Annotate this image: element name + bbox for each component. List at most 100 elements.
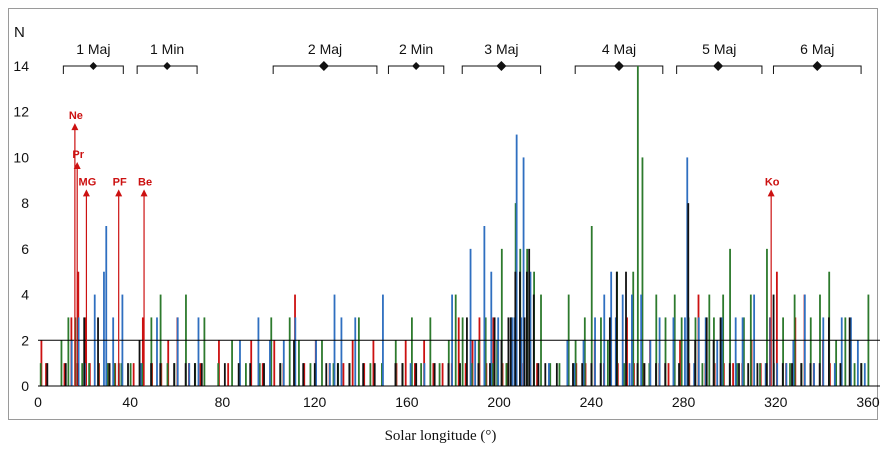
bar-black [608, 317, 611, 386]
bar-black [705, 317, 708, 386]
bar-green [298, 340, 300, 386]
bar-blue [511, 317, 513, 386]
bar-blue [483, 226, 486, 386]
bar-blue [329, 363, 331, 386]
bar-blue [610, 271, 613, 386]
bar-black [756, 363, 759, 386]
bar-red [261, 363, 264, 386]
bar-black [325, 363, 328, 386]
bar-blue [658, 317, 661, 386]
bar-blue [105, 226, 108, 386]
period-label: 4 Maj [602, 41, 636, 57]
chart-frame [8, 8, 878, 420]
bar-blue [103, 271, 105, 386]
bar-blue [614, 317, 617, 386]
bar-blue [573, 363, 576, 386]
bar-black [302, 363, 305, 386]
bar-green [853, 363, 856, 386]
bar-green [166, 363, 169, 386]
bar-green [203, 317, 206, 386]
bar-red [432, 363, 435, 386]
shower-arrow-head [140, 189, 148, 197]
bar-blue [672, 317, 675, 386]
bar-black [848, 317, 851, 386]
bar-blue [522, 157, 525, 386]
shower-label: PF [113, 176, 127, 188]
shower-label: Pr [72, 149, 84, 161]
period-label: 1 Maj [76, 41, 110, 57]
bar-green [789, 363, 791, 386]
bar-green [129, 363, 132, 386]
period-peak-marker [412, 62, 421, 70]
bar-blue [850, 317, 852, 386]
bar-green [470, 363, 473, 386]
bar-black [509, 317, 512, 386]
bar-black [581, 363, 584, 386]
bar-blue [156, 317, 158, 386]
bar-black [523, 317, 526, 386]
bar-red [199, 363, 202, 386]
shower-arrow-head [115, 189, 123, 197]
bar-red [45, 363, 47, 386]
bar-black [728, 363, 731, 386]
bar-green [809, 317, 812, 386]
period-peak-marker [614, 61, 624, 71]
bar-green [484, 317, 487, 386]
bar-blue [548, 363, 550, 386]
bar-blue [474, 340, 477, 386]
bar-green [500, 248, 503, 386]
bar-black [625, 271, 627, 386]
bar-green [420, 363, 423, 386]
bar-black [313, 363, 316, 386]
bar-green [549, 363, 552, 386]
bar-green [766, 248, 768, 386]
bar-black [800, 363, 803, 386]
bar-black [249, 363, 252, 386]
bar-green [150, 317, 153, 386]
bar-red [342, 363, 345, 386]
bar-black [839, 363, 842, 386]
bar-blue [863, 363, 866, 386]
bar-blue [490, 271, 493, 386]
x-tick-label: 320 [764, 394, 788, 410]
bar-black [415, 363, 418, 386]
bar-black [401, 363, 404, 386]
bar-blue [693, 363, 696, 386]
bar-green [606, 340, 609, 386]
bar-green [120, 363, 123, 386]
bar-green [461, 317, 464, 386]
bar-green [231, 340, 233, 386]
bar-blue [497, 317, 500, 386]
bar-blue [315, 340, 317, 386]
bar-red [732, 363, 734, 386]
bar-green [288, 317, 291, 386]
bar-green [664, 317, 667, 386]
bar-green [636, 66, 639, 386]
bar-black [791, 363, 793, 386]
bar-black [489, 363, 491, 386]
bar-black [694, 340, 697, 386]
bar-black [828, 317, 830, 386]
bar-red [363, 363, 366, 386]
bar-black [599, 363, 602, 386]
x-tick-label: 120 [303, 394, 327, 410]
bar-black [500, 340, 503, 386]
bar-black [493, 317, 496, 386]
bar-green [141, 363, 144, 386]
bar-blue [582, 340, 585, 386]
bar-red [404, 340, 407, 386]
bar-green [844, 317, 847, 386]
period-peak-marker [496, 61, 507, 71]
bar-blue [239, 340, 241, 386]
bar-red [414, 363, 416, 386]
bar-blue [515, 134, 518, 386]
y-tick-label: 6 [21, 241, 29, 257]
bar-black [200, 363, 203, 386]
y-tick-label: 4 [21, 287, 29, 303]
x-axis-title: Solar longitude (°) [384, 428, 497, 444]
bar-black [544, 363, 547, 386]
bar-black [362, 363, 365, 386]
bar-black [336, 363, 339, 386]
bar-blue [529, 271, 532, 386]
bar-blue [176, 317, 179, 386]
